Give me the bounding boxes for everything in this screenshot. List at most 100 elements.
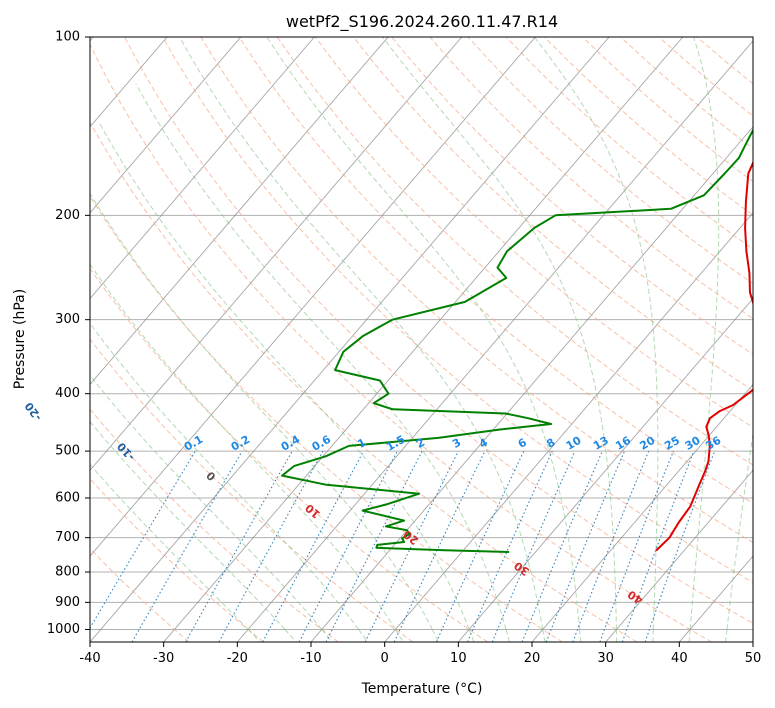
moist-adiabat-line xyxy=(99,123,470,630)
moist-adiabat-line xyxy=(90,374,323,630)
dry-adiabat-label: -20 xyxy=(22,399,45,423)
y-axis-label: Pressure (hPa) xyxy=(12,289,28,389)
dry-adiabat-line xyxy=(90,43,712,642)
x-tick-label: 30 xyxy=(597,651,614,666)
mixing-ratio-line xyxy=(599,450,674,642)
isotherm-line xyxy=(90,37,610,642)
y-tick-label: 100 xyxy=(55,30,80,45)
moist-adiabat-line xyxy=(284,629,297,642)
mixing-ratio-label: 20 xyxy=(638,434,658,453)
moist-adiabat-line xyxy=(90,263,396,630)
mixing-ratio-label: 10 xyxy=(564,434,584,453)
isotherm-line xyxy=(90,37,389,386)
y-tick-label: 600 xyxy=(55,491,80,506)
moist-adiabat-line xyxy=(431,629,439,642)
dry-adiabat-line xyxy=(658,37,753,117)
mixing-ratio-line xyxy=(393,450,486,642)
isotherm-line xyxy=(457,297,753,642)
x-tick-label: -10 xyxy=(300,651,321,666)
moist-adiabat-line xyxy=(358,629,369,642)
isotherm-line xyxy=(678,555,753,642)
mixing-ratio-line xyxy=(298,450,398,642)
dry-adiabat-line xyxy=(162,37,753,584)
x-tick-label: 10 xyxy=(450,651,467,666)
dry-adiabat-line xyxy=(90,195,563,642)
x-tick-label: 0 xyxy=(381,651,389,666)
mixing-ratio-line xyxy=(545,450,626,642)
dry-adiabat-line xyxy=(353,37,753,392)
mixing-ratio-line xyxy=(185,450,293,642)
y-tick-label: 400 xyxy=(55,386,80,401)
moist-adiabat-line xyxy=(179,37,544,630)
moist-adiabat-line xyxy=(321,629,333,642)
y-tick-label: 700 xyxy=(55,530,80,545)
y-tick-label: 900 xyxy=(55,595,80,610)
moist-adiabat-line xyxy=(266,37,581,630)
x-tick-label: -30 xyxy=(153,651,174,666)
mixing-ratio-label: 1 xyxy=(355,436,368,451)
mixing-ratio-line xyxy=(572,450,650,642)
mixing-ratio-line xyxy=(325,450,423,642)
x-tick-label: 20 xyxy=(524,651,541,666)
x-axis-label: Temperature (°C) xyxy=(361,681,483,697)
moist-adiabat-line xyxy=(90,192,433,630)
x-tick-label: -40 xyxy=(79,651,100,666)
mixing-ratio-label: 6 xyxy=(516,436,529,451)
moist-adiabat-line xyxy=(542,629,546,642)
moist-adiabat-line xyxy=(726,430,753,630)
dry-adiabat-label: 0 xyxy=(204,468,219,483)
mixing-ratio-line xyxy=(218,450,324,642)
moist-adiabat-line xyxy=(247,629,261,642)
mixing-ratio-line xyxy=(491,450,576,642)
mixing-ratio-line xyxy=(621,450,695,642)
dry-adiabat-line xyxy=(696,37,753,85)
dry-adiabat-label: 30 xyxy=(512,559,532,579)
dewpoint-profile xyxy=(281,128,753,553)
moist-adiabat-line xyxy=(688,629,691,642)
mixing-ratio-label: 16 xyxy=(613,434,633,453)
mixing-ratio-label: 4 xyxy=(477,436,490,451)
moist-adiabat-line xyxy=(505,629,510,642)
dry-adiabat-line xyxy=(391,37,753,355)
chart-title: wetPf2_S196.2024.260.11.47.R14 xyxy=(286,12,558,32)
isotherm-line xyxy=(90,37,242,214)
dry-adiabat-line xyxy=(90,477,264,642)
dry-adiabat-line xyxy=(467,37,753,285)
moist-adiabat-line xyxy=(394,629,404,642)
dry-adiabat-line xyxy=(90,121,638,642)
plot-area xyxy=(90,37,753,642)
isotherm-line xyxy=(90,37,536,557)
mixing-ratio-line xyxy=(521,450,603,642)
axes: -40 -30 -20 -10 0 10 20 30 40 5010009008007006005… xyxy=(47,30,761,667)
dry-adiabat-line xyxy=(200,37,753,544)
mixing-ratio-line xyxy=(435,450,525,642)
y-tick-label: 1000 xyxy=(47,622,80,637)
moist-adiabat-line xyxy=(135,83,507,630)
mixing-ratio-line xyxy=(131,450,243,642)
mixing-ratio-line xyxy=(466,450,553,642)
y-tick-label: 800 xyxy=(55,565,80,580)
isotherm-line xyxy=(605,469,753,642)
isotherm-line xyxy=(236,40,753,642)
dry-adiabat-line xyxy=(90,267,488,642)
mixing-ratio-line xyxy=(262,450,365,642)
dry-adiabat-label: 40 xyxy=(625,587,645,606)
moist-adiabat-line xyxy=(689,37,720,630)
mixing-ratio-label: 0.4 xyxy=(279,433,303,454)
isotherm-line xyxy=(531,383,753,642)
moist-adiabat-line xyxy=(725,629,728,642)
isotherm-line xyxy=(163,37,684,642)
isotherm-line xyxy=(310,126,753,642)
moist-adiabat-line xyxy=(382,37,617,630)
mixing-ratio-label: 0.6 xyxy=(310,433,334,454)
dry-adiabat-line xyxy=(90,338,414,642)
temperature-profile xyxy=(655,160,753,552)
moist-adiabat-line xyxy=(468,629,475,642)
x-tick-label: 50 xyxy=(745,651,762,666)
mixing-ratio-line xyxy=(644,450,716,642)
mixing-ratio-label: 30 xyxy=(683,434,703,453)
dry-adiabat-line xyxy=(238,37,753,504)
moist-adiabat-line xyxy=(90,420,286,630)
isotherm-line xyxy=(90,37,315,300)
